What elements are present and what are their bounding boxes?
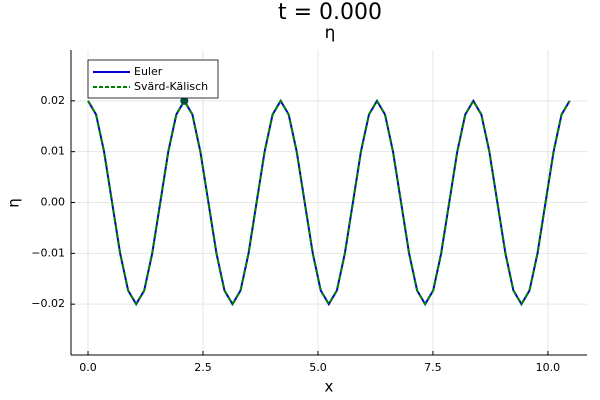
y-tick-label: 0.02 (41, 94, 66, 107)
y-tick-label: −0.01 (31, 246, 65, 259)
x-tick-label: 5.0 (309, 361, 327, 374)
x-tick-label: 7.5 (424, 361, 442, 374)
point-marker (180, 96, 189, 105)
legend-box (87, 59, 219, 99)
line-series (87, 98, 571, 307)
y-tick-label: 0.00 (41, 196, 66, 209)
chart-title: t = 0.000 (278, 0, 382, 25)
x-tick-label: 0.0 (79, 361, 97, 374)
x-tick-label: 10.0 (536, 361, 561, 374)
legend-label: Svärd-Kälisch (134, 80, 208, 93)
chart-subtitle: η (325, 23, 336, 43)
x-tick-label: 2.5 (194, 361, 212, 374)
y-tick-label: 0.01 (41, 145, 66, 158)
legend-label: Euler (134, 65, 163, 78)
y-axis-label: η (5, 198, 23, 208)
x-axis-label: x (325, 378, 334, 396)
y-tick-label: −0.02 (31, 297, 65, 310)
